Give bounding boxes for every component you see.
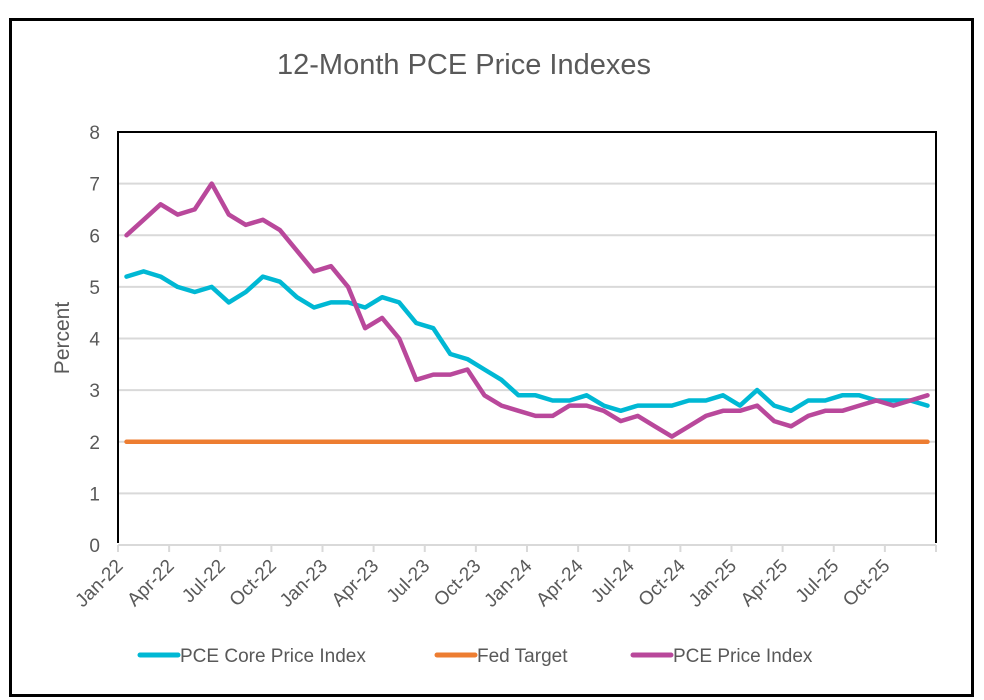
x-tick-label: Jan-25 — [685, 556, 741, 612]
x-tick-label: Jul-25 — [792, 556, 843, 607]
x-tick-label: Jul-22 — [178, 556, 229, 607]
series-line-pce-core-price-index — [124, 269, 930, 414]
gridlines — [118, 182, 936, 495]
y-tick-label: 8 — [89, 123, 100, 144]
x-tick-label: Apr-25 — [737, 556, 792, 611]
y-tick-label: 1 — [89, 484, 100, 505]
x-tick-label: Oct-23 — [430, 556, 485, 611]
y-tick-label: 5 — [89, 278, 100, 299]
x-tick-label: Apr-24 — [532, 555, 587, 610]
legend-item: Fed Target — [434, 646, 568, 667]
x-tick-label: Jul-24 — [587, 555, 639, 607]
x-tick-label: Jan-22 — [72, 556, 128, 612]
y-tick-label: 0 — [89, 536, 100, 557]
x-tick-label: Jan-24 — [481, 555, 537, 611]
legend-item: PCE Core Price Index — [137, 646, 366, 667]
y-tick-label: 7 — [89, 175, 100, 196]
y-tick-label: 6 — [89, 226, 100, 247]
legend: PCE Core Price Index Fed Target PCE Price … — [137, 646, 813, 667]
chart-title: 12-Month PCE Price Indexes — [277, 49, 651, 81]
plot-area-outline — [117, 131, 937, 543]
y-tick-label: 4 — [89, 330, 100, 351]
x-tick-label: Apr-22 — [123, 556, 178, 611]
x-tick-label: Oct-25 — [839, 556, 894, 611]
legend-label: Fed Target — [477, 646, 568, 667]
y-tick-label: 2 — [89, 433, 100, 454]
chart-frame — [9, 18, 974, 697]
legend-label: PCE Price Index — [673, 646, 813, 667]
legend-item: PCE Price Index — [630, 646, 813, 667]
y-axis-label: Percent — [51, 302, 74, 375]
y-tick-label: 3 — [89, 381, 100, 402]
y-axis-ticks: 0 1 2 3 4 5 6 7 8 — [89, 123, 100, 557]
x-tick-label: Apr-23 — [328, 556, 383, 611]
x-tick-label: Jul-23 — [383, 556, 434, 607]
x-tick-label: Oct-22 — [226, 556, 281, 611]
x-tick-label: Oct-24 — [635, 555, 690, 610]
x-tick-label: Jan-23 — [276, 556, 332, 612]
series-line-pce-price-index — [124, 181, 930, 439]
series-lines — [124, 181, 930, 445]
plot-area-border — [117, 131, 937, 543]
legend-label: PCE Core Price Index — [180, 646, 366, 667]
